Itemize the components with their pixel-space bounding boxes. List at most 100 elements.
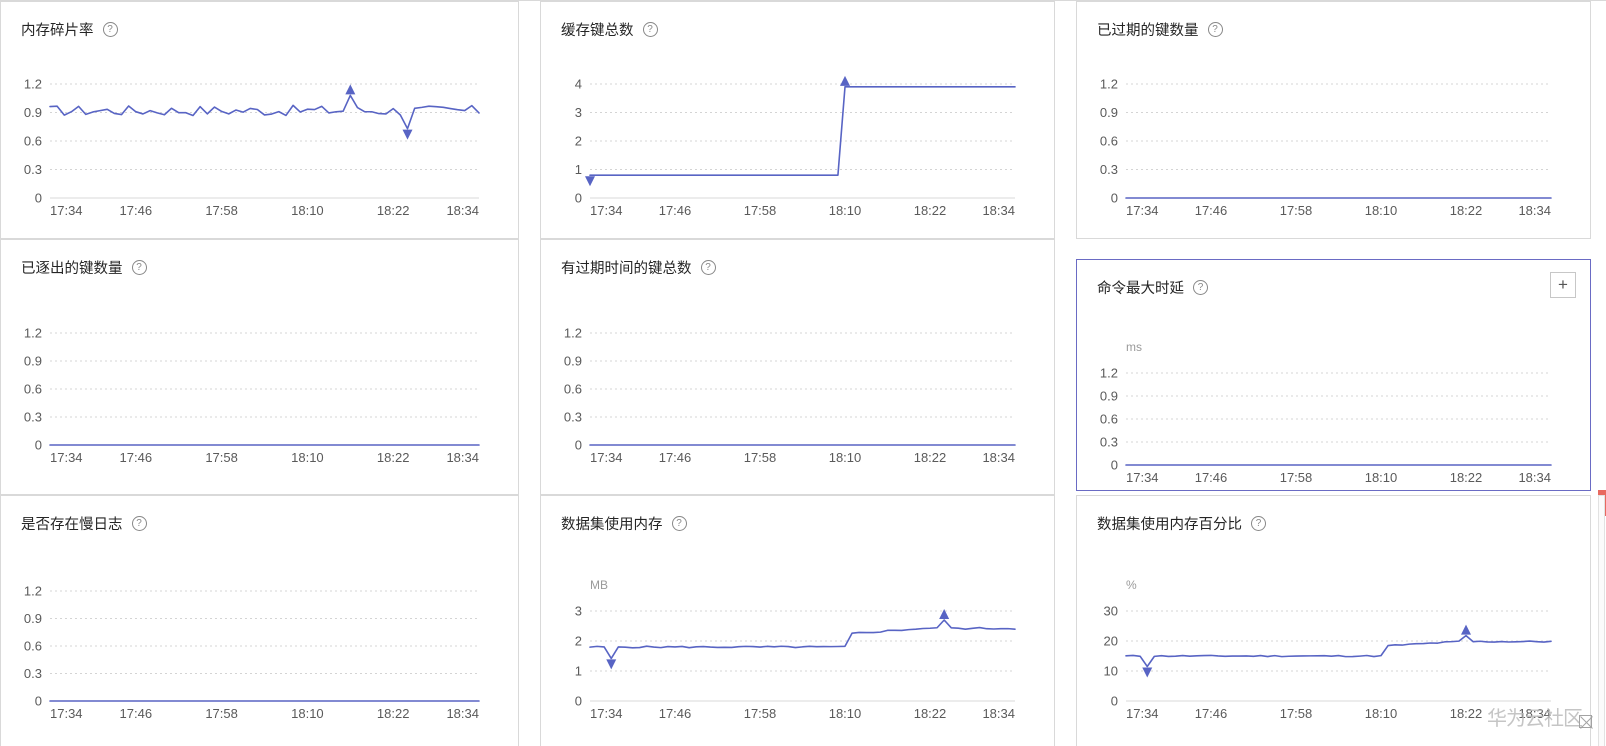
svg-text:17:46: 17:46 bbox=[659, 706, 692, 721]
svg-text:17:34: 17:34 bbox=[590, 706, 623, 721]
svg-text:0: 0 bbox=[35, 191, 42, 206]
svg-text:0: 0 bbox=[35, 438, 42, 453]
svg-text:18:34: 18:34 bbox=[982, 450, 1015, 465]
svg-text:20: 20 bbox=[1104, 634, 1118, 649]
svg-text:1.2: 1.2 bbox=[564, 326, 582, 341]
svg-text:0: 0 bbox=[1111, 694, 1118, 709]
svg-text:0: 0 bbox=[575, 694, 582, 709]
svg-text:2: 2 bbox=[575, 634, 582, 649]
svg-text:0: 0 bbox=[575, 191, 582, 206]
svg-text:18:34: 18:34 bbox=[446, 203, 479, 218]
svg-text:18:10: 18:10 bbox=[291, 450, 324, 465]
svg-text:0.3: 0.3 bbox=[1100, 435, 1118, 450]
svg-text:18:22: 18:22 bbox=[1450, 203, 1483, 218]
svg-text:18:34: 18:34 bbox=[1518, 203, 1551, 218]
svg-text:18:10: 18:10 bbox=[291, 706, 324, 721]
svg-text:0: 0 bbox=[1111, 458, 1118, 473]
svg-text:0.6: 0.6 bbox=[564, 382, 582, 397]
svg-text:18:22: 18:22 bbox=[914, 450, 947, 465]
svg-text:1.2: 1.2 bbox=[24, 326, 42, 341]
svg-text:18:22: 18:22 bbox=[1450, 470, 1483, 485]
svg-text:0.9: 0.9 bbox=[564, 354, 582, 369]
svg-text:18:10: 18:10 bbox=[291, 203, 324, 218]
svg-text:18:22: 18:22 bbox=[1450, 706, 1483, 721]
svg-text:17:34: 17:34 bbox=[50, 450, 83, 465]
svg-text:17:46: 17:46 bbox=[120, 450, 153, 465]
svg-text:17:58: 17:58 bbox=[744, 706, 777, 721]
svg-text:18:10: 18:10 bbox=[829, 203, 862, 218]
svg-text:0.9: 0.9 bbox=[24, 611, 42, 626]
svg-text:18:22: 18:22 bbox=[377, 203, 410, 218]
svg-text:0.6: 0.6 bbox=[24, 134, 42, 149]
svg-text:0.3: 0.3 bbox=[24, 162, 42, 177]
svg-text:18:34: 18:34 bbox=[446, 706, 479, 721]
svg-text:17:34: 17:34 bbox=[1126, 203, 1159, 218]
svg-text:17:34: 17:34 bbox=[1126, 470, 1159, 485]
svg-text:17:58: 17:58 bbox=[1280, 203, 1313, 218]
svg-text:0: 0 bbox=[35, 694, 42, 709]
svg-text:18:10: 18:10 bbox=[1365, 470, 1398, 485]
svg-text:0.6: 0.6 bbox=[24, 382, 42, 397]
svg-text:0.9: 0.9 bbox=[1100, 389, 1118, 404]
svg-text:18:10: 18:10 bbox=[829, 450, 862, 465]
svg-text:MB: MB bbox=[590, 578, 608, 592]
svg-text:18:34: 18:34 bbox=[446, 450, 479, 465]
svg-text:18:34: 18:34 bbox=[1518, 470, 1551, 485]
svg-text:17:34: 17:34 bbox=[50, 706, 83, 721]
svg-text:10: 10 bbox=[1104, 664, 1118, 679]
svg-text:0.9: 0.9 bbox=[24, 105, 42, 120]
svg-text:0.3: 0.3 bbox=[24, 410, 42, 425]
svg-text:0.6: 0.6 bbox=[1100, 412, 1118, 427]
svg-text:17:58: 17:58 bbox=[744, 450, 777, 465]
svg-text:17:58: 17:58 bbox=[744, 203, 777, 218]
svg-text:17:46: 17:46 bbox=[1195, 706, 1228, 721]
svg-text:17:34: 17:34 bbox=[50, 203, 83, 218]
svg-text:18:22: 18:22 bbox=[914, 706, 947, 721]
svg-text:18:22: 18:22 bbox=[914, 203, 947, 218]
svg-text:%: % bbox=[1126, 578, 1137, 592]
svg-text:0.6: 0.6 bbox=[1100, 134, 1118, 149]
svg-text:ms: ms bbox=[1126, 340, 1142, 354]
svg-text:17:58: 17:58 bbox=[205, 203, 238, 218]
svg-text:17:46: 17:46 bbox=[120, 203, 153, 218]
svg-text:1.2: 1.2 bbox=[24, 77, 42, 92]
svg-text:18:10: 18:10 bbox=[1365, 203, 1398, 218]
svg-text:2: 2 bbox=[575, 134, 582, 149]
svg-text:0.3: 0.3 bbox=[24, 666, 42, 681]
svg-text:3: 3 bbox=[575, 604, 582, 619]
svg-text:3: 3 bbox=[575, 105, 582, 120]
svg-text:0.3: 0.3 bbox=[1100, 162, 1118, 177]
svg-text:1.2: 1.2 bbox=[1100, 77, 1118, 92]
svg-text:18:34: 18:34 bbox=[1518, 706, 1551, 721]
svg-text:17:46: 17:46 bbox=[1195, 470, 1228, 485]
svg-text:17:34: 17:34 bbox=[1126, 706, 1159, 721]
svg-text:17:58: 17:58 bbox=[205, 450, 238, 465]
svg-text:1.2: 1.2 bbox=[24, 584, 42, 599]
svg-text:0: 0 bbox=[1111, 191, 1118, 206]
svg-text:18:34: 18:34 bbox=[982, 706, 1015, 721]
svg-text:17:58: 17:58 bbox=[1280, 706, 1313, 721]
svg-text:18:22: 18:22 bbox=[377, 706, 410, 721]
svg-text:17:34: 17:34 bbox=[590, 203, 623, 218]
svg-text:18:10: 18:10 bbox=[829, 706, 862, 721]
svg-text:4: 4 bbox=[575, 77, 582, 92]
svg-text:17:58: 17:58 bbox=[1280, 470, 1313, 485]
svg-text:30: 30 bbox=[1104, 604, 1118, 619]
svg-text:1: 1 bbox=[575, 162, 582, 177]
svg-text:0: 0 bbox=[575, 438, 582, 453]
svg-text:17:58: 17:58 bbox=[205, 706, 238, 721]
svg-text:17:46: 17:46 bbox=[659, 450, 692, 465]
svg-text:17:34: 17:34 bbox=[590, 450, 623, 465]
svg-text:0.9: 0.9 bbox=[1100, 105, 1118, 120]
svg-text:18:34: 18:34 bbox=[982, 203, 1015, 218]
svg-text:1.2: 1.2 bbox=[1100, 366, 1118, 381]
svg-text:0.6: 0.6 bbox=[24, 639, 42, 654]
svg-text:17:46: 17:46 bbox=[120, 706, 153, 721]
svg-text:17:46: 17:46 bbox=[1195, 203, 1228, 218]
svg-text:0.9: 0.9 bbox=[24, 354, 42, 369]
svg-text:17:46: 17:46 bbox=[659, 203, 692, 218]
svg-text:0.3: 0.3 bbox=[564, 410, 582, 425]
svg-text:18:10: 18:10 bbox=[1365, 706, 1398, 721]
svg-text:1: 1 bbox=[575, 664, 582, 679]
svg-text:18:22: 18:22 bbox=[377, 450, 410, 465]
